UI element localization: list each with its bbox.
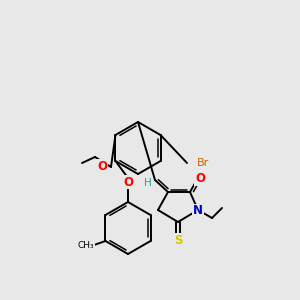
Text: Br: Br (197, 158, 209, 168)
Text: S: S (174, 233, 182, 247)
Text: N: N (193, 205, 203, 218)
Text: CH₃: CH₃ (78, 242, 94, 250)
Text: O: O (123, 176, 133, 188)
Text: O: O (97, 160, 107, 172)
Text: O: O (195, 172, 205, 185)
Text: H: H (144, 178, 152, 188)
